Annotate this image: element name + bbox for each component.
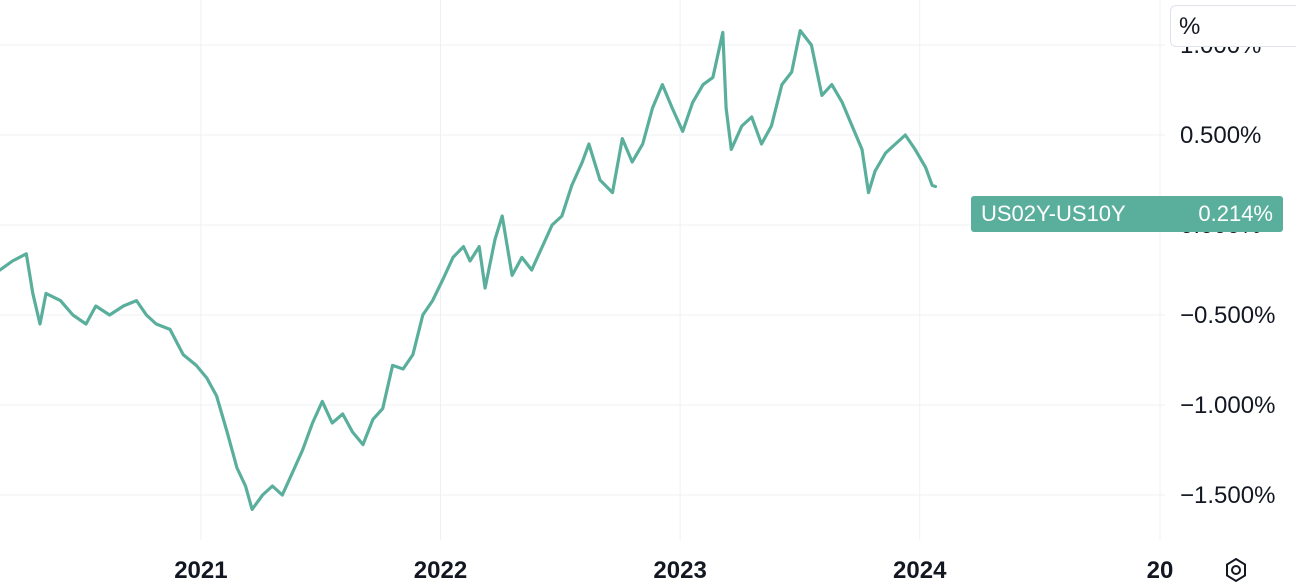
unit-label: % [1179,13,1201,40]
series-layer [0,29,938,511]
series-name-label: US02Y-US10Y [981,201,1126,226]
grid [0,0,1165,540]
settings-gear-icon[interactable] [1222,556,1250,584]
x-tick-label-2: 2023 [653,557,706,584]
y-axis: 1.000%0.500%0.000%−0.500%−1.000%−1.500% [1180,32,1275,509]
last-value-tag: US02Y-US10Y 0.214% [971,196,1283,232]
y-tick-label-4: −1.000% [1180,392,1275,419]
series-line-0[interactable] [0,29,938,511]
x-axis: 2021 2022 2023 2024 20 [174,557,1173,584]
x-tick-label-0: 2021 [174,557,227,584]
x-tick-label-3: 2024 [893,557,947,584]
y-tick-label-3: −0.500% [1180,302,1275,329]
y-tick-label-1: 0.500% [1180,122,1261,149]
x-tick-label-1: 2022 [414,557,467,584]
x-tick-label-4: 20 [1147,557,1174,584]
unit-selector[interactable]: % [1170,5,1296,47]
last-value-label: 0.214% [1198,201,1273,226]
y-tick-label-5: −1.500% [1180,482,1275,509]
